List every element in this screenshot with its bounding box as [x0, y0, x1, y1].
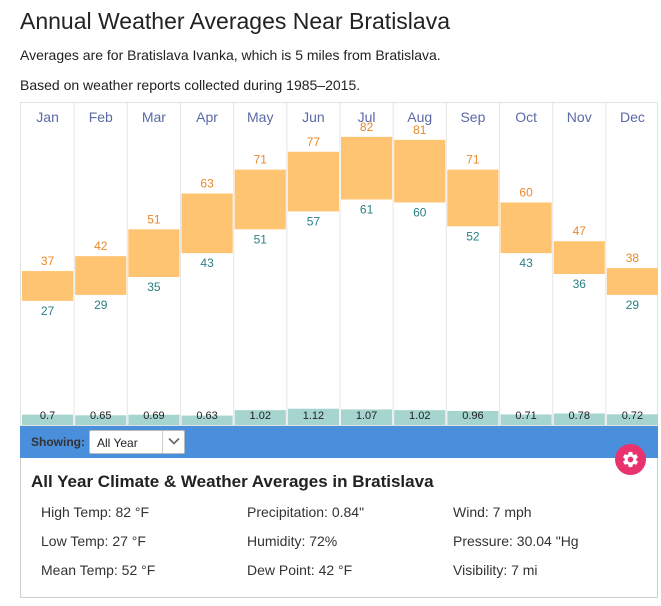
precip-bar	[181, 415, 233, 425]
month-label: Oct	[515, 109, 537, 125]
low-temp-label: 61	[360, 202, 374, 216]
month-label: Nov	[567, 109, 592, 125]
precip-bar	[394, 410, 446, 425]
stat-precipitation: Precipitation: 0.84"	[247, 504, 365, 520]
month-label: Jun	[302, 109, 325, 125]
low-temp-label: 29	[626, 298, 640, 312]
low-temp-label: 57	[307, 214, 321, 228]
high-temp-label: 47	[573, 224, 587, 238]
high-temp-label: 63	[200, 177, 214, 191]
low-temp-label: 43	[519, 256, 533, 270]
temp-range-bar	[606, 268, 658, 295]
high-temp-label: 37	[41, 254, 55, 268]
temp-range-bar	[500, 202, 552, 254]
precip-bar	[75, 415, 127, 425]
high-temp-label: 42	[94, 239, 108, 253]
stat-wind: Wind: 7 mph	[453, 504, 532, 520]
precip-bar	[22, 414, 74, 425]
month-label: Dec	[620, 109, 645, 125]
low-temp-label: 51	[254, 232, 268, 246]
stat-humidity: Humidity: 72%	[247, 533, 338, 549]
temp-range-bar	[447, 169, 499, 227]
low-temp-label: 60	[413, 205, 427, 219]
precip-label: 1.12	[303, 410, 324, 422]
low-temp-label: 29	[94, 298, 108, 312]
month-label: Sep	[460, 109, 485, 125]
stat-mean-temp: Mean Temp: 52 °F	[41, 562, 156, 578]
precip-label: 0.72	[622, 410, 643, 422]
precip-label: 0.7	[40, 410, 55, 422]
precip-label: 0.96	[462, 410, 483, 422]
precip-label: 0.65	[90, 410, 111, 422]
page-title: Annual Weather Averages Near Bratislava	[20, 8, 451, 34]
stat-high-temp: High Temp: 82 °F	[41, 504, 150, 520]
precip-bar	[553, 413, 605, 425]
temp-range-bar	[394, 139, 446, 203]
settings-button[interactable]	[615, 444, 646, 475]
temp-range-bar	[287, 151, 339, 212]
precip-bar	[447, 410, 499, 425]
high-temp-label: 60	[519, 185, 533, 199]
temp-range-bar	[553, 241, 605, 275]
select-divider	[162, 431, 163, 453]
date-range-description: Based on weather reports collected durin…	[20, 77, 361, 93]
month-label: Jul	[358, 109, 376, 125]
precip-bar	[606, 414, 658, 425]
high-temp-label: 51	[147, 212, 161, 226]
precip-label: 1.02	[250, 410, 271, 422]
low-temp-label: 36	[573, 277, 587, 291]
high-temp-label: 77	[307, 135, 321, 149]
month-label: Apr	[196, 109, 218, 125]
precip-label: 0.78	[569, 410, 590, 422]
precip-bar	[234, 410, 286, 425]
stat-dew-point: Dew Point: 42 °F	[247, 562, 353, 578]
gear-icon	[623, 451, 638, 468]
precip-bar	[500, 414, 552, 425]
precip-label: 0.63	[196, 410, 217, 422]
high-temp-label: 71	[254, 153, 268, 167]
month-label: Mar	[142, 109, 166, 125]
high-temp-label: 38	[626, 251, 640, 265]
climate-chart-svg: Jan 37 27 0.7 Feb 42 29 0.65 Mar 51 35 0.69 Apr 63 43 0…	[22, 103, 658, 427]
temp-range-bar	[22, 271, 74, 301]
period-select-value: All Year	[97, 436, 138, 450]
stat-pressure: Pressure: 30.04 "Hg	[453, 533, 579, 549]
low-temp-label: 35	[147, 280, 161, 294]
precip-bar	[341, 409, 393, 425]
temp-range-bar	[341, 136, 393, 200]
period-select[interactable]: All Year	[89, 430, 185, 454]
temp-range-bar	[75, 256, 127, 295]
precip-bar	[287, 408, 339, 425]
climate-chart: Jan 37 27 0.7 Feb 42 29 0.65 Mar 51 35 0.69 Apr 63 43 0…	[20, 102, 658, 427]
precip-label: 0.69	[143, 410, 164, 422]
low-temp-label: 43	[200, 256, 214, 270]
high-temp-label: 71	[466, 153, 480, 167]
high-temp-label: 82	[360, 120, 374, 134]
temp-range-bar	[181, 193, 233, 254]
month-label: Feb	[89, 109, 113, 125]
stat-low-temp: Low Temp: 27 °F	[41, 533, 146, 549]
temp-range-bar	[234, 169, 286, 230]
low-temp-label: 52	[466, 229, 480, 243]
precip-label: 1.02	[409, 410, 430, 422]
high-temp-label: 81	[413, 123, 427, 137]
precip-label: 1.07	[356, 410, 377, 422]
low-temp-label: 27	[41, 304, 55, 318]
chevron-down-icon	[168, 437, 180, 445]
month-label: Aug	[407, 109, 432, 125]
temp-range-bar	[128, 229, 180, 278]
showing-label: Showing:	[31, 435, 85, 449]
month-label: May	[247, 109, 273, 125]
stat-visibility: Visibility: 7 mi	[453, 562, 538, 578]
source-description: Averages are for Bratislava Ivanka, whic…	[20, 47, 441, 63]
summary-title: All Year Climate & Weather Averages in B…	[31, 472, 434, 491]
precip-bar	[128, 414, 180, 425]
summary-panel: All Year Climate & Weather Averages in B…	[20, 458, 658, 598]
showing-bar: Showing: All Year	[20, 426, 658, 458]
month-label: Jan	[36, 109, 59, 125]
precip-label: 0.71	[515, 410, 536, 422]
